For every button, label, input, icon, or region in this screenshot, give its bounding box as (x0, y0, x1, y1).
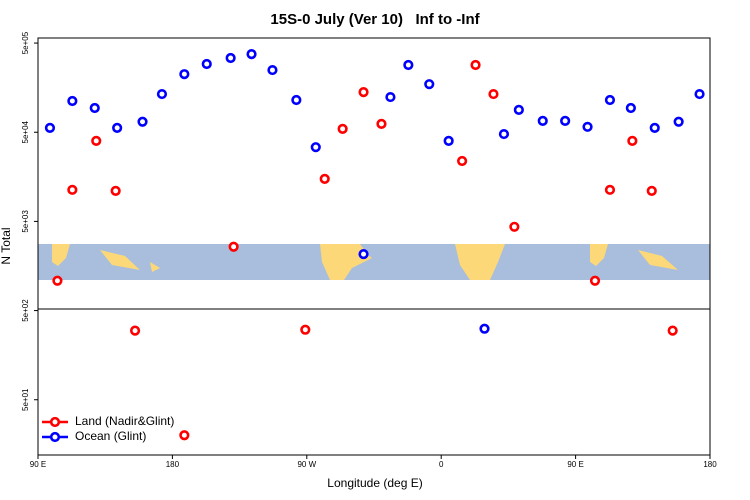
point (589, 275, 601, 286)
point (498, 128, 510, 140)
point (385, 91, 396, 103)
point (225, 52, 236, 64)
point (300, 324, 311, 335)
point (667, 325, 678, 336)
point (52, 275, 63, 286)
legend-marker (49, 416, 61, 428)
point (646, 185, 657, 196)
map-land (52, 244, 160, 272)
point (509, 221, 520, 232)
legend-marker (49, 431, 61, 443)
point (44, 122, 56, 133)
x-tick-label: 90 E (30, 460, 46, 469)
point (403, 59, 414, 71)
map-ocean (38, 244, 710, 280)
point (376, 118, 387, 130)
legend-label: Ocean (Glint) (75, 429, 146, 443)
point (319, 173, 330, 184)
point (649, 122, 660, 133)
point (604, 94, 616, 106)
y-axis-label: N Total (0, 227, 13, 264)
point (424, 79, 435, 90)
x-tick-label: 180 (166, 460, 180, 469)
legend-label: Land (Nadir&Glint) (75, 414, 174, 428)
point (179, 430, 190, 441)
x-axis-label: Longitude (deg E) (327, 476, 422, 490)
map-land (590, 244, 678, 270)
point (156, 88, 168, 100)
point (582, 121, 593, 132)
point (310, 142, 321, 153)
point (457, 155, 468, 167)
point (179, 69, 190, 80)
plot-frame (37, 37, 711, 456)
point (694, 88, 705, 100)
point (337, 123, 348, 135)
y-tick-label: 5e+04 (21, 120, 30, 143)
point (479, 323, 490, 334)
map-strip (38, 244, 710, 280)
point (513, 104, 524, 116)
chart-title: 15S-0 July (Ver 10) Inf to -Inf (270, 11, 480, 28)
point (673, 116, 684, 127)
x-tick-label: 0 (439, 460, 444, 469)
point (246, 49, 257, 60)
point (443, 135, 454, 146)
x-tick-label: 180 (703, 460, 717, 469)
point (228, 241, 239, 252)
point (560, 115, 571, 127)
map-land (455, 244, 505, 280)
x-tick-label: 90 W (297, 460, 316, 469)
y-tick-label: 5e+02 (21, 299, 30, 322)
point (89, 102, 100, 114)
y-tick-label: 5e+03 (21, 210, 30, 233)
point (470, 59, 481, 71)
point (625, 102, 636, 114)
point (91, 135, 102, 146)
point (267, 64, 278, 76)
point (129, 325, 141, 336)
point (110, 185, 121, 196)
y-tick-label: 5e+01 (21, 388, 30, 411)
point (67, 95, 78, 107)
point (137, 116, 148, 127)
x-tick-label: 90 E (567, 460, 583, 469)
point (201, 58, 212, 70)
y-tick-label: 5e+05 (21, 31, 30, 54)
point (604, 184, 616, 195)
point (537, 115, 548, 127)
point (112, 122, 123, 133)
point (291, 94, 302, 106)
point (358, 248, 369, 260)
point (67, 184, 78, 195)
point (488, 88, 499, 100)
point (627, 135, 638, 146)
point (358, 86, 369, 98)
